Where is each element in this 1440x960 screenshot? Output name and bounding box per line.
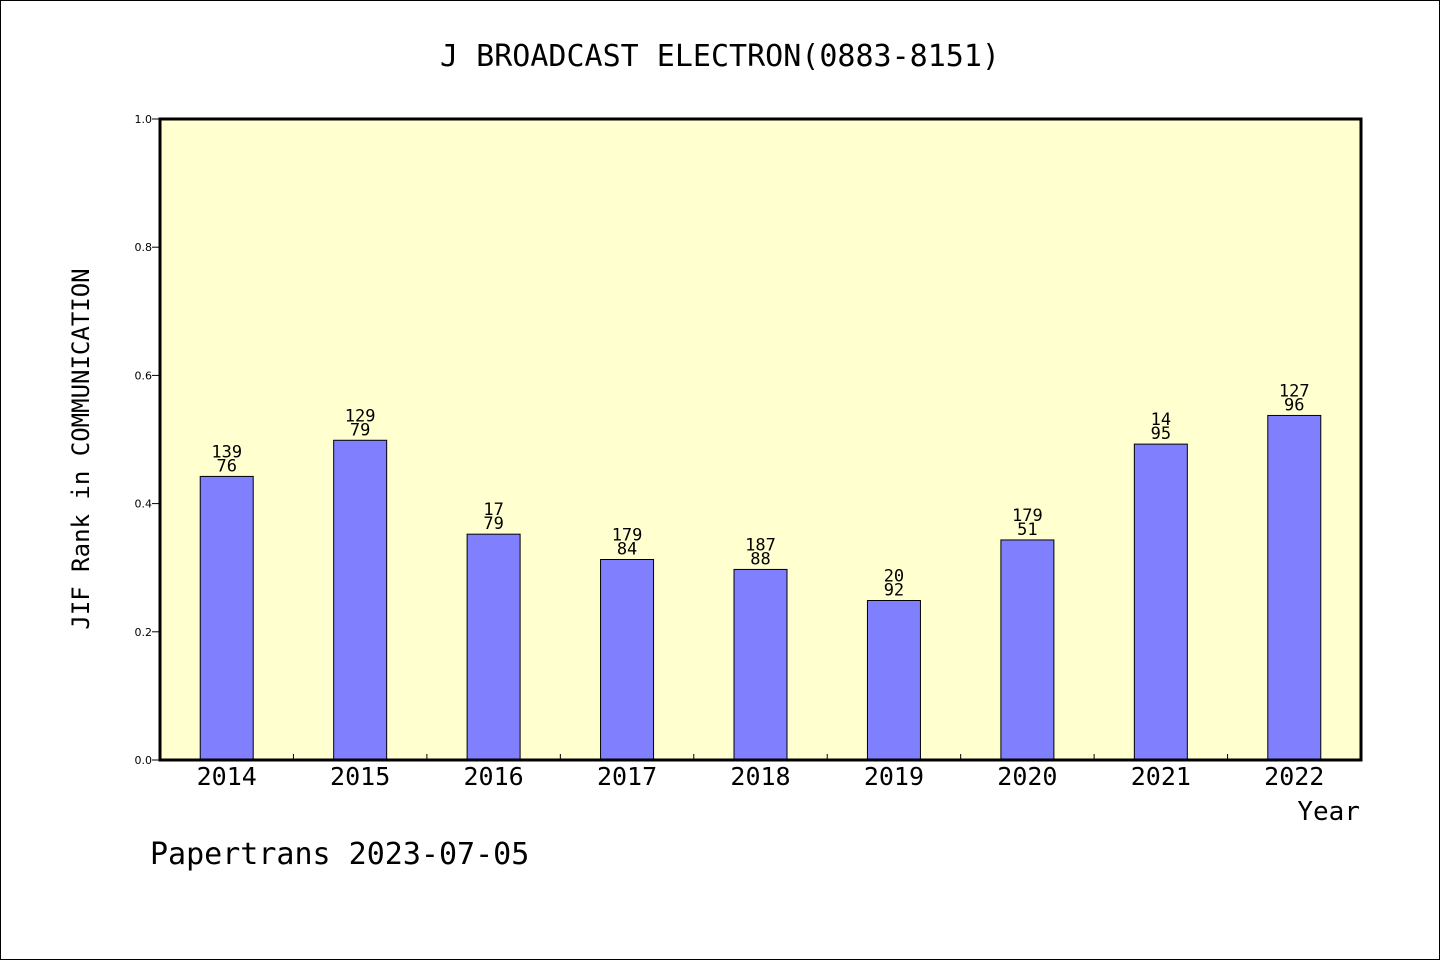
- x-tick-label: 2017: [597, 762, 657, 791]
- bar: [600, 558, 655, 761]
- bar-total-label: 88: [750, 549, 770, 569]
- x-tick-label: 2018: [730, 762, 790, 791]
- bar-total-label: 84: [617, 539, 637, 559]
- bar: [199, 475, 254, 761]
- x-tick-label: 2019: [864, 762, 924, 791]
- bar-rank-label: 20: [884, 567, 904, 587]
- bar-rank-label: 129: [345, 406, 376, 426]
- bar: [733, 568, 788, 761]
- x-tick-label: 2022: [1264, 762, 1324, 791]
- bar-total-label: 92: [884, 581, 904, 601]
- y-tick-label: 0.2: [135, 626, 153, 639]
- x-axis-ticks: 2014 2015 2016 2017 2018 2019 2020 2021 2022: [197, 754, 1324, 791]
- bar-total-label: 76: [216, 456, 236, 476]
- plot-border: [158, 117, 1363, 762]
- bar: [1000, 539, 1055, 761]
- y-tick-label: 0.8: [135, 241, 153, 254]
- chart-title: J BROADCAST ELECTRON(0883-8151): [440, 39, 1000, 74]
- bar: [1133, 443, 1188, 761]
- bar-rank-label: 187: [745, 535, 776, 555]
- bar-rank-label: 179: [1012, 506, 1043, 526]
- x-tick-label: 2015: [330, 762, 390, 791]
- bar-rank-label: 14: [1151, 410, 1171, 430]
- bar-total-label: 79: [350, 420, 370, 440]
- x-tick-label: 2020: [997, 762, 1057, 791]
- y-tick-label: 0.6: [135, 369, 153, 382]
- x-axis-label: Year: [1297, 797, 1360, 827]
- footer-credit: Papertrans 2023-07-05: [150, 837, 529, 872]
- bar-rank-label: 127: [1279, 381, 1310, 401]
- bar: [1267, 414, 1322, 761]
- x-tick-label: 2014: [197, 762, 257, 791]
- y-tick-label: 0.0: [135, 754, 153, 767]
- bar: [333, 439, 388, 761]
- bar-rank-label: 139: [211, 442, 242, 462]
- bar-total-label: 79: [483, 514, 503, 534]
- bar: [466, 533, 521, 761]
- y-axis-ticks: 0.0 0.2 0.4 0.6 0.8 1.0: [135, 113, 160, 767]
- y-tick-label: 1.0: [135, 113, 153, 126]
- bar-total-label: 95: [1151, 424, 1171, 444]
- bar-total-label: 51: [1017, 520, 1037, 540]
- bar-rank-label: 17: [483, 500, 503, 520]
- x-tick-label: 2016: [464, 762, 524, 791]
- y-tick-label: 0.4: [135, 498, 153, 511]
- y-axis-label: JIF Rank in COMMUNICATION: [67, 268, 95, 629]
- bar-total-label: 96: [1284, 395, 1304, 415]
- x-tick-label: 2021: [1131, 762, 1191, 791]
- bar-rank-label: 179: [612, 525, 643, 545]
- bar: [866, 600, 921, 761]
